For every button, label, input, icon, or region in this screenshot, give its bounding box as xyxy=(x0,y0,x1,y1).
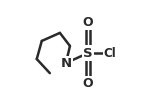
Text: O: O xyxy=(83,16,93,29)
Text: Cl: Cl xyxy=(104,47,117,59)
Text: S: S xyxy=(83,47,93,59)
Text: N: N xyxy=(60,57,71,70)
Text: O: O xyxy=(83,77,93,90)
